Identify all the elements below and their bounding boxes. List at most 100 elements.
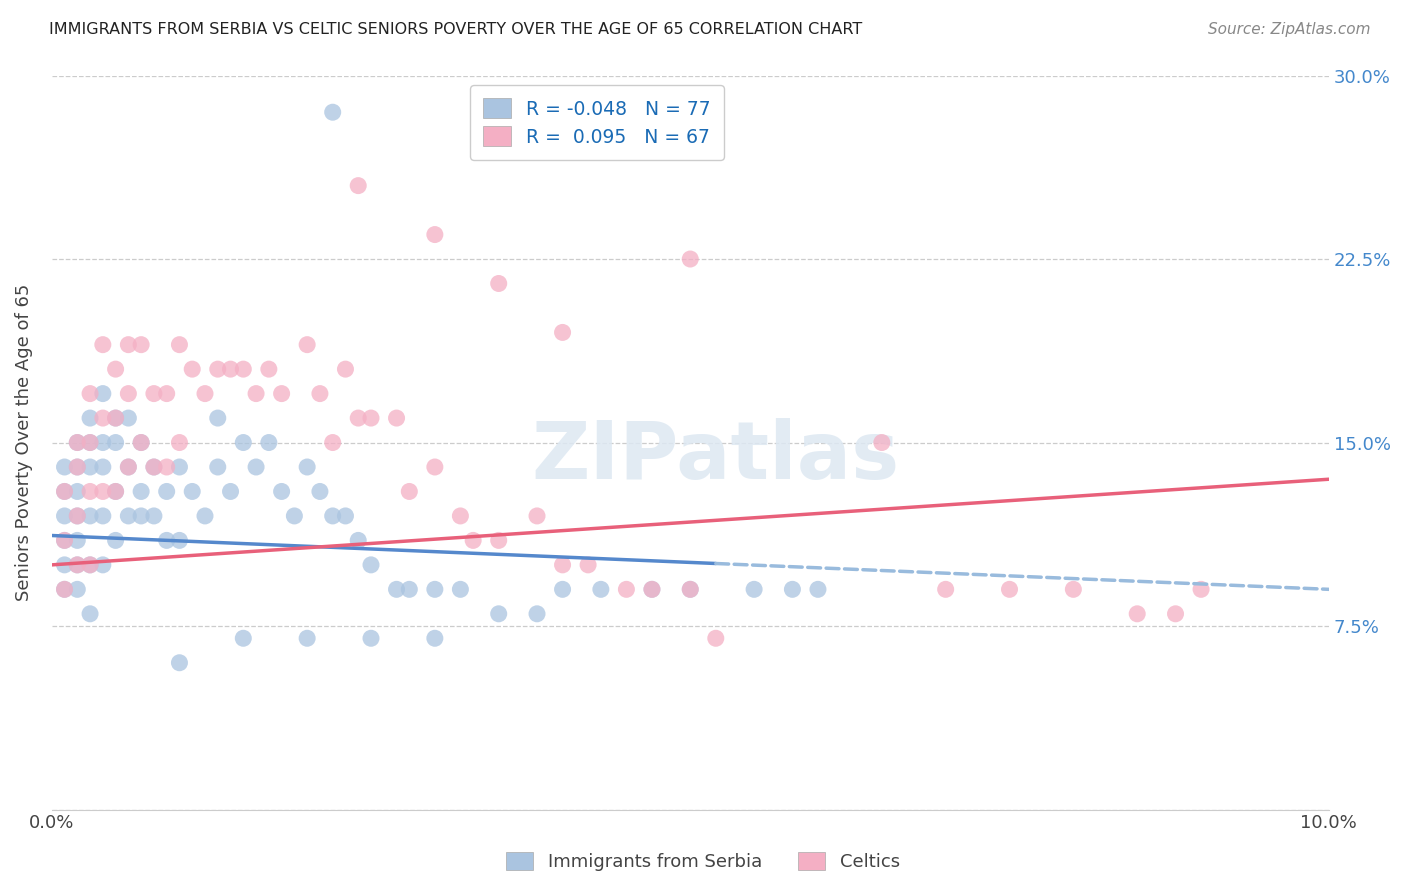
Point — [385, 411, 408, 425]
Point — [398, 582, 420, 597]
Y-axis label: Seniors Poverty Over the Age of 65: Seniors Poverty Over the Age of 65 — [15, 284, 32, 601]
Point — [423, 460, 446, 475]
Point — [398, 484, 420, 499]
Point — [53, 533, 76, 548]
Point — [142, 508, 165, 523]
Point — [335, 508, 357, 523]
Point — [270, 386, 292, 401]
Point — [79, 558, 101, 572]
Point — [283, 508, 305, 523]
Point — [488, 533, 510, 548]
Point — [91, 435, 114, 450]
Point — [91, 411, 114, 425]
Point — [679, 582, 702, 597]
Point — [66, 460, 89, 475]
Point — [66, 484, 89, 499]
Point — [169, 533, 191, 548]
Point — [156, 484, 179, 499]
Point — [169, 435, 191, 450]
Point — [309, 386, 332, 401]
Point — [551, 558, 574, 572]
Point — [53, 582, 76, 597]
Point — [53, 558, 76, 572]
Point — [488, 277, 510, 291]
Point — [79, 435, 101, 450]
Point — [91, 558, 114, 572]
Point — [295, 337, 318, 351]
Point — [704, 632, 727, 646]
Point — [207, 411, 229, 425]
Point — [91, 460, 114, 475]
Point — [53, 484, 76, 499]
Legend: Immigrants from Serbia, Celtics: Immigrants from Serbia, Celtics — [499, 845, 907, 879]
Point — [551, 326, 574, 340]
Point — [66, 435, 89, 450]
Point — [169, 460, 191, 475]
Point — [616, 582, 638, 597]
Text: IMMIGRANTS FROM SERBIA VS CELTIC SENIORS POVERTY OVER THE AGE OF 65 CORRELATION : IMMIGRANTS FROM SERBIA VS CELTIC SENIORS… — [49, 22, 862, 37]
Point — [66, 435, 89, 450]
Point — [53, 582, 76, 597]
Point — [641, 582, 664, 597]
Point — [66, 508, 89, 523]
Point — [998, 582, 1021, 597]
Point — [245, 460, 267, 475]
Point — [142, 386, 165, 401]
Point — [169, 337, 191, 351]
Point — [245, 386, 267, 401]
Point — [449, 508, 471, 523]
Point — [589, 582, 612, 597]
Point — [322, 105, 344, 120]
Point — [322, 508, 344, 523]
Point — [66, 460, 89, 475]
Point — [551, 582, 574, 597]
Point — [53, 533, 76, 548]
Point — [207, 362, 229, 376]
Point — [347, 178, 370, 193]
Point — [66, 558, 89, 572]
Point — [194, 386, 217, 401]
Point — [156, 386, 179, 401]
Point — [207, 460, 229, 475]
Point — [423, 227, 446, 242]
Point — [679, 582, 702, 597]
Point — [449, 582, 471, 597]
Point — [257, 362, 280, 376]
Point — [1164, 607, 1187, 621]
Point — [322, 435, 344, 450]
Text: Source: ZipAtlas.com: Source: ZipAtlas.com — [1208, 22, 1371, 37]
Point — [526, 508, 548, 523]
Point — [219, 484, 242, 499]
Point — [91, 508, 114, 523]
Point — [79, 484, 101, 499]
Point — [129, 508, 152, 523]
Text: ZIPatlas: ZIPatlas — [531, 418, 900, 496]
Point — [129, 484, 152, 499]
Point — [423, 632, 446, 646]
Point — [79, 411, 101, 425]
Point — [347, 411, 370, 425]
Point — [807, 582, 830, 597]
Point — [1062, 582, 1084, 597]
Point — [104, 411, 127, 425]
Point — [295, 632, 318, 646]
Point — [156, 460, 179, 475]
Point — [142, 460, 165, 475]
Point — [423, 582, 446, 597]
Point — [219, 362, 242, 376]
Point — [1126, 607, 1149, 621]
Point — [53, 508, 76, 523]
Point — [360, 411, 382, 425]
Point — [1189, 582, 1212, 597]
Legend: R = -0.048   N = 77, R =  0.095   N = 67: R = -0.048 N = 77, R = 0.095 N = 67 — [470, 85, 724, 160]
Point — [870, 435, 893, 450]
Point — [117, 411, 139, 425]
Point — [66, 558, 89, 572]
Point — [104, 484, 127, 499]
Point — [66, 582, 89, 597]
Point — [463, 533, 485, 548]
Point — [79, 435, 101, 450]
Point — [641, 582, 664, 597]
Point — [142, 460, 165, 475]
Point — [104, 533, 127, 548]
